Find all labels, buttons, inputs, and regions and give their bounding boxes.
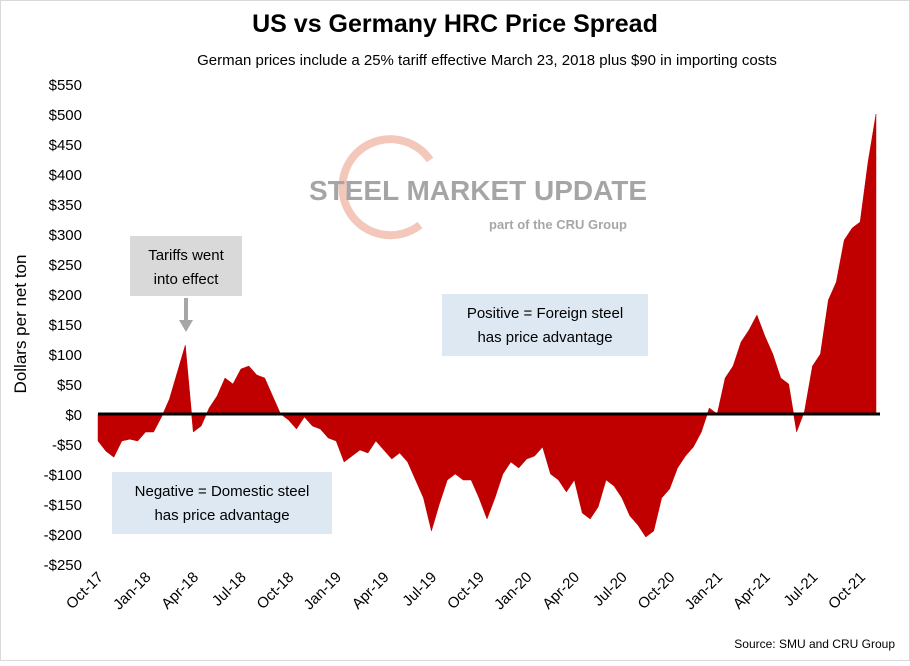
watermark: STEEL MARKET UPDATE part of the CRU Grou… bbox=[309, 135, 647, 240]
annotation: Positive = Foreign steel has price advant… bbox=[442, 294, 648, 356]
annotation-text: has price advantage bbox=[477, 329, 612, 346]
annotation-arrowhead bbox=[179, 320, 193, 332]
y-tick-label: $400 bbox=[49, 167, 82, 184]
annotation-text: has price advantage bbox=[154, 507, 289, 524]
area bbox=[97, 113, 877, 538]
y-axis-label: Dollars per net ton bbox=[11, 255, 30, 394]
y-tick-label: $250 bbox=[49, 257, 82, 274]
y-tick-label: -$200 bbox=[44, 527, 82, 544]
watermark-text: STEEL MARKET UPDATE bbox=[309, 175, 647, 206]
watermark-logo bbox=[338, 135, 434, 240]
y-tick-label: $0 bbox=[65, 407, 82, 424]
chart-title: US vs Germany HRC Price Spread bbox=[252, 10, 658, 38]
y-tick-label: $350 bbox=[49, 197, 82, 214]
y-tick-label: $500 bbox=[49, 107, 82, 124]
y-tick-label: $100 bbox=[49, 347, 82, 364]
annotation-box bbox=[130, 236, 242, 296]
annotation-text: Tariffs went bbox=[148, 247, 224, 264]
annotation-text: Negative = Domestic steel bbox=[135, 483, 310, 500]
chart-subtitle: German prices include a 25% tariff effec… bbox=[197, 52, 777, 69]
source-note: Source: SMU and CRU Group bbox=[734, 637, 895, 651]
annotation-text: Positive = Foreign steel bbox=[467, 305, 623, 322]
y-tick-label: -$50 bbox=[52, 437, 82, 454]
y-tick-label: $150 bbox=[49, 317, 82, 334]
annotation-text: into effect bbox=[154, 271, 220, 288]
watermark-subtext: part of the CRU Group bbox=[489, 217, 627, 232]
y-tick-label: $200 bbox=[49, 287, 82, 304]
annotation: Tariffs went into effect bbox=[130, 236, 242, 296]
annotation-box bbox=[112, 472, 332, 534]
y-tick-label: -$150 bbox=[44, 497, 82, 514]
annotation: Negative = Domestic steel has price advan… bbox=[112, 472, 332, 534]
y-tick-label: -$250 bbox=[44, 557, 82, 574]
y-tick-label: $300 bbox=[49, 227, 82, 244]
annotation-box bbox=[442, 294, 648, 356]
y-tick-label: -$100 bbox=[44, 467, 82, 484]
y-tick-label: $450 bbox=[49, 137, 82, 154]
y-tick-label: $50 bbox=[57, 377, 82, 394]
y-tick-label: $550 bbox=[49, 77, 82, 94]
